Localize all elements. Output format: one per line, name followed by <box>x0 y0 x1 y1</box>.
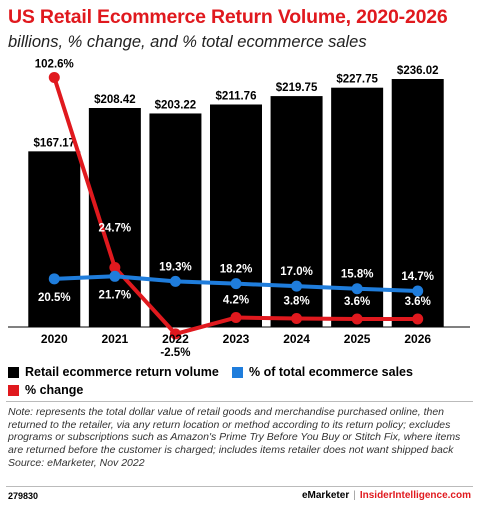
share-label-2024: 17.0% <box>280 266 313 278</box>
brand-emarketer: eMarketer <box>301 490 350 501</box>
x-tick-labels-group: 2020 2021 2022 2023 2024 2025 2026 <box>41 332 431 346</box>
x-tick-2022: 2022 <box>162 332 189 346</box>
chart-subtitle: billions, % change, and % total ecommerc… <box>8 33 367 51</box>
lines-group <box>48 71 424 340</box>
footer-brand: eMarketer | InsiderIntelligence.com <box>302 490 471 501</box>
share-point-2026 <box>412 285 424 297</box>
change-point-2026 <box>412 313 424 325</box>
x-tick-2023: 2023 <box>223 332 250 346</box>
change-point-2020 <box>48 71 60 83</box>
bars-group <box>28 79 444 328</box>
share-label-2021: 21.7% <box>99 289 132 301</box>
bar-2020 <box>28 151 81 327</box>
share-point-2020 <box>48 273 60 285</box>
legend-label-volume: Retail ecommerce return volume <box>25 365 219 379</box>
change-label-2020: 102.6% <box>35 58 74 70</box>
bar-labels-group: $167.17 $208.42 $203.22 $211.76 $219.75 $227.… <box>33 65 438 149</box>
line-labels-group: 20.5% 21.7% 19.3% 18.2% 17.0% 15.8% 14.7% 102.6… <box>35 58 434 358</box>
legend-swatch-change <box>8 384 19 396</box>
change-label-2021: 24.7% <box>99 223 132 235</box>
x-tick-2020: 2020 <box>41 332 68 346</box>
share-label-2025: 15.8% <box>341 269 374 281</box>
legend-item-share: % of total ecommerce sales <box>232 365 413 379</box>
legend-swatch-volume <box>8 366 19 378</box>
x-tick-2025: 2025 <box>344 332 371 346</box>
change-point-2022 <box>169 328 181 340</box>
brand-insider-intelligence: InsiderIntelligence.com <box>359 490 471 501</box>
source-text: Source: eMarketer, Nov 2022 <box>8 456 145 469</box>
legend-item-change: % change <box>8 383 83 397</box>
note-block: Note: represents the total dollar value … <box>8 406 473 470</box>
share-label-2022: 19.3% <box>159 261 192 273</box>
share-label-2026: 14.7% <box>401 271 434 283</box>
divider-top <box>6 401 473 402</box>
chart-title: US Retail Ecommerce Return Volume, 2020-… <box>8 6 448 28</box>
bar-2022 <box>149 113 202 327</box>
share-point-2024 <box>291 280 303 292</box>
change-point-2023 <box>230 312 242 324</box>
change-label-2024: 3.8% <box>283 296 309 308</box>
bar-label-2021: $208.42 <box>94 94 136 106</box>
combo-chart: $167.17 $208.42 $203.22 $211.76 $219.75 $227.… <box>8 58 470 359</box>
bar-label-2022: $203.22 <box>155 99 197 111</box>
change-point-2025 <box>351 313 363 325</box>
x-tick-2024: 2024 <box>283 332 310 346</box>
share-point-2025 <box>351 283 363 295</box>
legend-label-share: % of total ecommerce sales <box>249 365 413 379</box>
bar-label-2024: $219.75 <box>276 82 318 94</box>
change-point-2021 <box>109 262 121 274</box>
share-point-2023 <box>230 278 242 290</box>
brand-separator: | <box>353 490 356 501</box>
share-point-2021 <box>109 270 121 282</box>
legend-swatch-share <box>232 366 243 378</box>
change-label-2025: 3.6% <box>344 296 370 308</box>
bar-label-2025: $227.75 <box>336 74 378 86</box>
change-label-2022: -2.5% <box>160 347 190 359</box>
bar-2023 <box>210 104 262 328</box>
bar-label-2020: $167.17 <box>33 137 75 149</box>
share-label-2023: 18.2% <box>220 264 253 276</box>
change-point-2024 <box>291 313 303 325</box>
x-tick-2026: 2026 <box>404 332 431 346</box>
x-tick-2021: 2021 <box>102 332 129 346</box>
bar-label-2023: $211.76 <box>216 90 257 102</box>
bar-label-2026: $236.02 <box>397 65 439 77</box>
change-label-2026: 3.6% <box>405 296 431 308</box>
note-text: Note: represents the total dollar value … <box>8 406 461 457</box>
legend-label-change: % change <box>25 383 84 397</box>
bar-2024 <box>270 96 323 327</box>
divider-bottom <box>6 486 473 487</box>
chart-id: 279830 <box>8 491 39 501</box>
share-label-2020: 20.5% <box>38 292 71 304</box>
share-point-2022 <box>169 275 181 287</box>
change-label-2023: 4.2% <box>223 295 249 307</box>
legend-item-volume: Retail ecommerce return volume <box>8 365 219 379</box>
